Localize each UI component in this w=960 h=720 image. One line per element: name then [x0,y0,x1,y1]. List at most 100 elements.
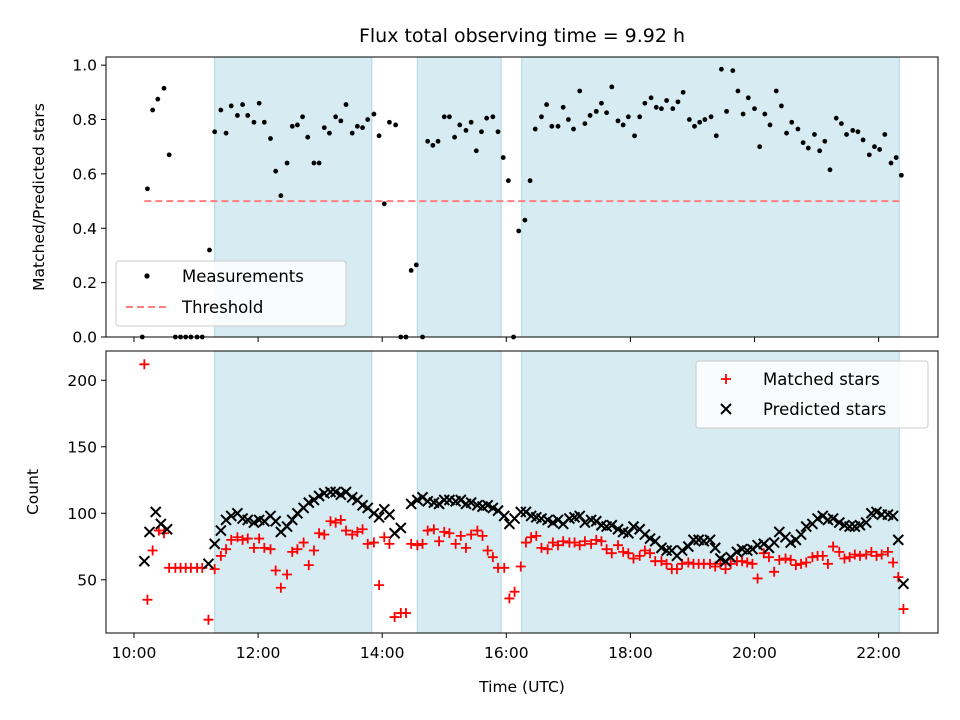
predicted-star-marker [225,510,237,522]
predicted-star-marker [676,544,688,557]
predicted-star-marker [800,520,812,533]
measurement-point [218,107,224,113]
measurement-point [730,68,736,73]
measurement-point [468,119,474,125]
matched-star-marker [374,580,385,591]
predicted-star-marker [768,536,780,549]
measurement-point [735,88,741,94]
legend: Measurements Threshold [115,260,347,327]
measurement-point [145,186,150,192]
matched-star-marker [579,536,590,547]
matched-star-marker [325,516,336,527]
predicted-star-marker [660,544,673,557]
matched-star-marker [368,537,379,548]
measurement-point [289,123,295,129]
measurement-point [321,125,327,131]
matched-star-marker [389,612,400,623]
measurement-point [587,113,593,118]
legend-label: Matched stars [763,370,880,389]
measurement-point [441,114,447,120]
measurement-point [784,130,789,136]
predicted-star-marker [286,514,298,526]
measurement-point [702,117,708,122]
matched-star-marker [275,582,286,593]
matched-star-marker [671,564,682,575]
matched-star-marker [259,542,270,553]
matched-star-marker [139,359,150,370]
plot-frame [105,56,939,338]
matched-star-marker [645,548,656,559]
matched-star-marker [796,558,807,569]
measurement-point [327,130,332,136]
matched-star-marker [871,550,882,561]
measurement-point [675,99,681,105]
x-tick-label: 10:00 [112,644,157,662]
measurement-point [724,108,729,114]
matched-star-marker [683,557,694,568]
measurement-point [223,130,229,136]
measurement-point [413,262,419,268]
matched-star-marker [558,536,569,547]
matched-star-marker [742,557,753,568]
predicted-star-marker [827,512,839,525]
matched-star-marker [542,544,553,555]
matched-star-marker [248,542,259,553]
measurement-point [425,138,431,144]
predicted-star-marker [515,506,527,518]
y-tick-label: 0.8 [72,111,97,129]
matched-star-marker [882,546,893,557]
x-tick-label: 18:00 [608,644,653,662]
matched-star-marker [547,537,558,548]
measurement-point [240,102,245,107]
matched-star-marker [834,546,845,557]
measurement-point [855,129,861,135]
predicted-star-marker [622,527,635,539]
measurement-point [659,106,664,112]
measurement-point [571,126,576,132]
matched-star-marker [428,524,439,535]
measurement-point [228,103,234,109]
matched-star-marker [591,534,602,545]
measurement-point [620,122,626,128]
measurement-point [719,66,724,72]
measurement-point [549,123,555,129]
matched-star-marker [237,534,248,545]
matched-star-marker [209,564,220,575]
predicted-star-marker [395,522,407,534]
measurement-point [161,85,167,91]
measurement-point [680,89,686,95]
predicted-star-marker [860,516,872,529]
matched-star-marker [142,594,153,605]
measurement-point [245,113,251,118]
predicted-star-marker [704,534,716,546]
matched-star-marker [504,593,515,604]
matched-star-marker [661,558,672,569]
matched-star-marker [720,564,731,575]
matched-star-marker [785,554,796,565]
measurement-point [430,142,436,148]
measurement-point [457,122,463,128]
measurement-point [447,114,452,120]
measurement-point [762,111,768,117]
measurement-point [305,134,311,140]
x-tick-label: 22:00 [856,644,901,662]
measurement-point [582,121,588,127]
matched-star-marker [232,532,243,543]
measurement-point [207,247,212,253]
matched-star-marker [466,529,477,540]
y-tick-label: 0.6 [72,165,97,183]
measurement-point [850,127,856,133]
predicted-star-marker [843,520,856,533]
measurement-point [615,118,621,124]
measurement-point [708,114,714,120]
measurement-point [833,115,839,121]
measurement-point [294,122,300,128]
measurement-point [484,115,490,121]
predicted-star-marker [269,515,282,527]
measurement-point [539,114,544,120]
measurement-point [565,117,571,122]
predicted-star-marker [892,534,904,546]
measurement-point [360,125,365,131]
predicted-star-marker [161,523,173,535]
measurement-point [827,167,833,173]
